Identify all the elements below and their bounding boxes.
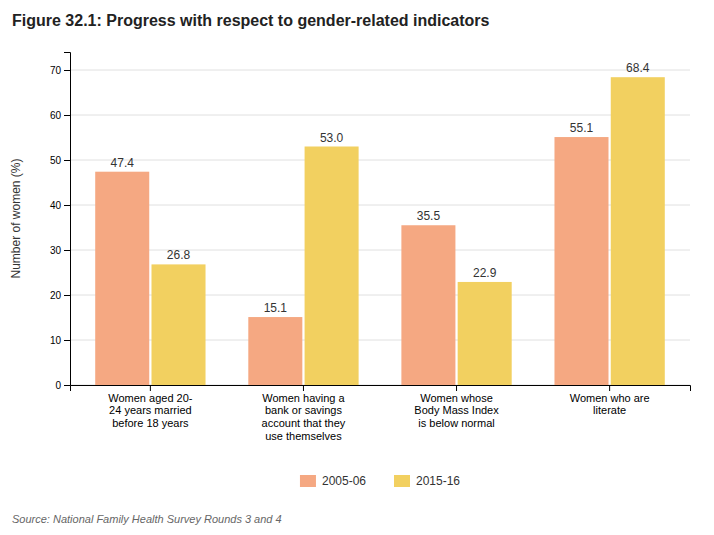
y-tick-label: 30 [50,245,62,256]
y-tick-label: 0 [55,380,61,391]
y-tick-mark [64,295,70,296]
grid-line [70,115,690,116]
x-tick-label-line: Women who are [570,392,650,404]
y-tick: 50 [50,155,70,166]
x-tick-label-line: Women whose [420,392,493,404]
x-tick-label-line: bank or savings [265,404,343,416]
chart-svg: Figure 32.1: Progress with respect to ge… [0,0,714,535]
x-tick: Women whoseBody Mass Indexis below norma… [414,385,499,429]
data-label: 22.9 [473,266,497,280]
data-label: 26.8 [167,248,191,262]
y-tick-label: 20 [50,290,62,301]
x-tick: Women aged 20-24 years marriedbefore 18 … [108,385,193,429]
bar [305,147,359,386]
data-label: 55.1 [570,121,594,135]
x-tick-label: Women who areliterate [570,392,650,417]
y-tick: 30 [50,245,70,256]
x-tick-mark [303,385,304,391]
bar [248,317,302,385]
y-tick-mark [64,160,70,161]
legend-label: 2015-16 [416,474,460,488]
y-axis: 0 10 20 30 40 50 60 70 [50,53,71,391]
x-tick-mark [456,385,457,391]
grid [70,70,690,385]
y-tick: 40 [50,200,70,211]
bar [554,137,608,385]
bar [611,77,665,385]
y-tick: 20 [50,290,70,301]
x-tick-label: Women having abank or savingsaccount tha… [262,392,346,442]
x-tick-label-line: literate [593,404,626,416]
x-axis-line [71,386,691,392]
bar [95,172,149,385]
y-tick-mark [64,205,70,206]
x-tick-label-line: Women having a [262,392,345,404]
y-tick-label: 10 [50,335,62,346]
x-tick-label: Women whoseBody Mass Indexis below norma… [414,392,499,429]
x-tick-mark [609,385,610,391]
y-tick-label: 70 [50,65,62,76]
x-tick-label-line: is below normal [418,417,494,429]
bar [458,282,512,385]
y-tick-label: 40 [50,200,62,211]
y-tick-mark [64,115,70,116]
y-tick-mark [64,340,70,341]
y-tick: 60 [50,110,70,121]
y-tick-label: 60 [50,110,62,121]
plot-area: 47.4 15.1 35.5 55.1 26.8 53.0 22.9 68.4 0 10 20 30 4… [50,53,691,442]
title: Figure 32.1: Progress with respect to ge… [12,12,490,29]
x-tick-label-line: use themselves [265,430,342,442]
x-tick-label-line: 24 years married [109,404,192,416]
y-tick-label: 50 [50,155,62,166]
x-axis: Women aged 20-24 years marriedbefore 18 … [71,385,691,442]
data-label: 68.4 [626,61,650,75]
x-tick-mark [150,385,151,391]
data-label: 15.1 [264,301,288,315]
data-label: 47.4 [111,156,135,170]
grid-line [70,70,690,71]
legend-swatch [394,475,410,487]
x-tick-label-line: Body Mass Index [414,404,499,416]
legend-item: 2015-16 [394,474,460,488]
x-tick-label-line: Women aged 20- [108,392,193,404]
bar [401,225,455,385]
source-note: Source: National Family Health Survey Ro… [12,513,282,525]
x-tick-label: Women aged 20-24 years marriedbefore 18 … [108,392,193,429]
y-tick: 70 [50,65,70,76]
x-tick: Women having abank or savingsaccount tha… [262,385,346,442]
y-axis-title: Number of women (%) [9,158,23,278]
y-tick-mark [64,250,70,251]
legend: 2005-06 2015-16 [300,474,460,488]
bars [95,77,665,385]
data-label: 35.5 [417,209,441,223]
y-tick: 10 [50,335,70,346]
y-tick-mark [64,385,70,386]
legend-swatch [300,475,316,487]
x-tick-label-line: account that they [262,417,346,429]
data-labels: 47.4 15.1 35.5 55.1 26.8 53.0 22.9 68.4 [111,61,650,315]
x-tick-label-line: before 18 years [112,417,189,429]
y-axis-line [64,53,71,386]
legend-label: 2005-06 [322,474,366,488]
y-tick-mark [64,70,70,71]
legend-item: 2005-06 [300,474,366,488]
bar [151,264,205,385]
x-tick: Women who areliterate [570,385,650,416]
y-tick: 0 [55,380,70,391]
data-label: 53.0 [320,131,344,145]
